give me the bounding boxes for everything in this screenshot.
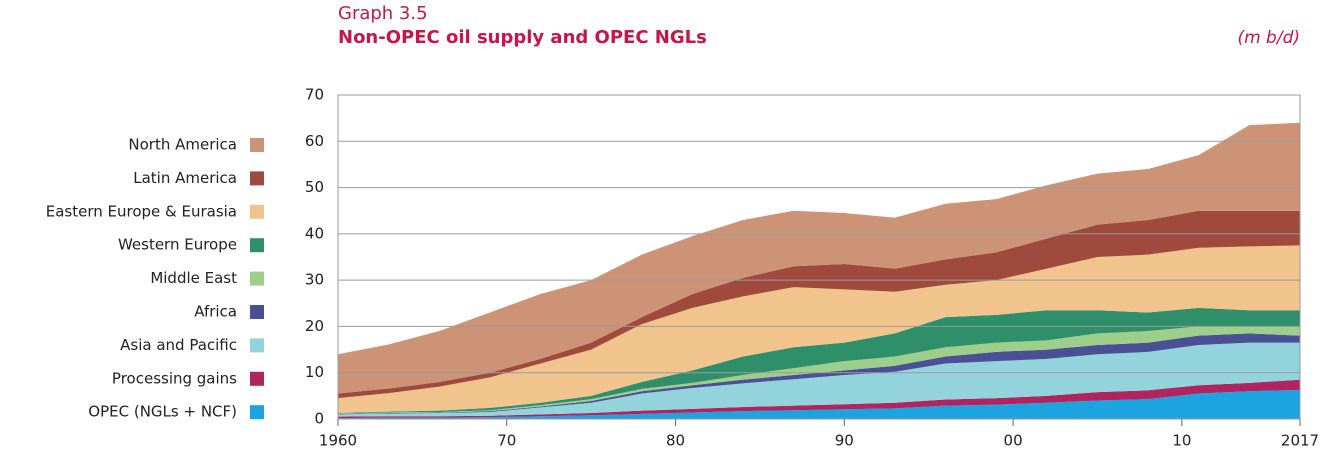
area xyxy=(338,122,1300,394)
legend-swatch xyxy=(250,305,264,319)
x-tick-label: 90 xyxy=(835,432,854,450)
area xyxy=(338,389,1300,419)
legend-swatch xyxy=(250,238,264,253)
legend-swatch xyxy=(250,338,264,353)
legend-swatch xyxy=(250,171,264,186)
y-tick-label: 70 xyxy=(305,86,324,104)
x-tick-label: 10 xyxy=(1172,432,1191,450)
chart-title: Non-OPEC oil supply and OPEC NGLs xyxy=(338,27,707,48)
legend-swatch xyxy=(250,138,264,152)
y-tick-label: 20 xyxy=(305,317,324,335)
area xyxy=(338,333,1300,415)
area xyxy=(338,379,1300,419)
legend-label: Asia and Pacific xyxy=(120,336,237,354)
legend-label: North America xyxy=(128,136,237,154)
x-tick-label: 70 xyxy=(497,432,516,450)
area xyxy=(338,342,1300,417)
y-tick-label: 50 xyxy=(305,178,324,196)
x-tick-label: 80 xyxy=(666,432,685,450)
x-tick-label: 1960 xyxy=(319,432,357,450)
legend-label: Western Europe xyxy=(118,236,237,254)
y-tick-label: 0 xyxy=(314,410,324,428)
y-tick-label: 30 xyxy=(305,271,324,289)
legend-label: OPEC (NGLs + NCF) xyxy=(88,403,237,421)
y-tick-label: 10 xyxy=(305,363,324,381)
legend-swatch xyxy=(250,371,264,386)
legend-label: Middle East xyxy=(150,269,237,287)
x-tick-label: 2017 xyxy=(1281,432,1319,450)
area xyxy=(338,210,1300,399)
x-tick-label: 00 xyxy=(1004,432,1023,450)
unit-label: (m b/d) xyxy=(1237,28,1300,48)
legend-label: Africa xyxy=(194,303,237,321)
area xyxy=(338,245,1300,413)
legend-label: Latin America xyxy=(133,169,237,187)
y-tick-label: 60 xyxy=(305,132,324,150)
area xyxy=(338,326,1300,414)
legend-swatch xyxy=(250,271,264,286)
plot-frame xyxy=(337,94,1301,420)
area xyxy=(338,307,1300,414)
legend-swatch xyxy=(250,204,264,219)
graph-label: Graph 3.5 xyxy=(338,3,428,24)
legend-label: Eastern Europe & Eurasia xyxy=(46,202,237,220)
legend-label: Processing gains xyxy=(112,369,237,387)
y-tick-label: 40 xyxy=(305,224,324,242)
legend-swatch xyxy=(250,405,264,420)
